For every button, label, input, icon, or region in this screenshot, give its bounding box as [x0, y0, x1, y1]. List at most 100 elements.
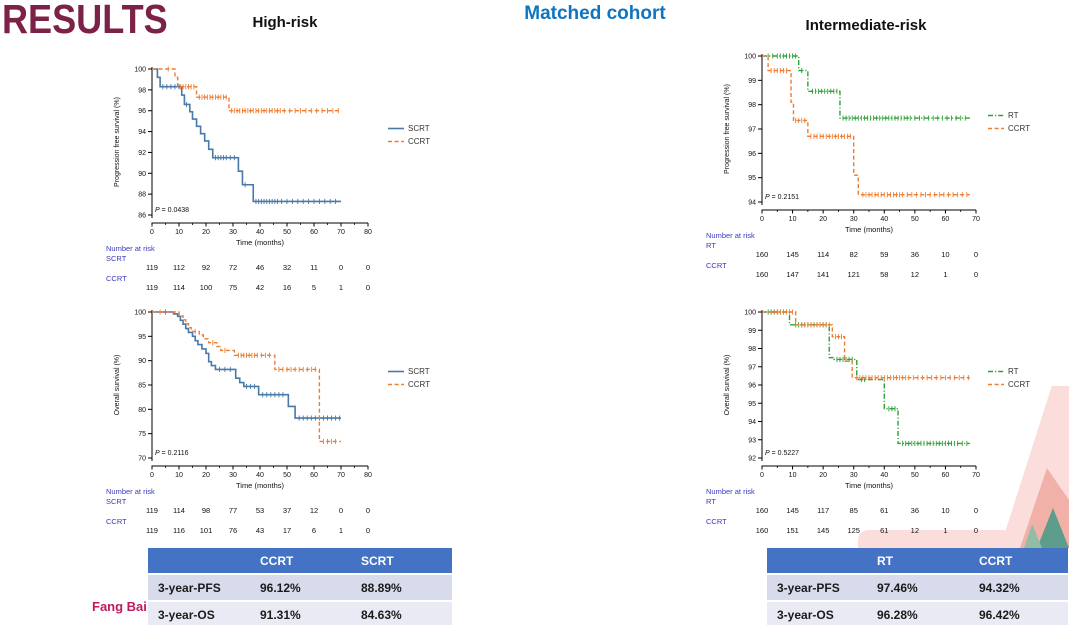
svg-text:20: 20 — [202, 229, 210, 236]
table-row: 3-year-OS 96.28% 96.42% — [767, 602, 1068, 625]
svg-text:75: 75 — [138, 431, 146, 438]
svg-text:P = 0.2151: P = 0.2151 — [765, 194, 799, 201]
table-header-cell — [148, 548, 250, 573]
value-cell: 91.31% — [250, 602, 351, 625]
svg-text:0: 0 — [339, 263, 343, 272]
svg-text:145: 145 — [786, 506, 799, 515]
svg-text:40: 40 — [880, 472, 888, 479]
svg-text:20: 20 — [819, 216, 827, 223]
svg-text:116: 116 — [173, 526, 185, 535]
svg-text:61: 61 — [880, 506, 888, 515]
svg-text:0: 0 — [366, 283, 370, 292]
svg-text:60: 60 — [310, 229, 318, 236]
summary-table-intermediate-risk: RT CCRT 3-year-PFS 97.46% 94.32% 3-year-… — [767, 546, 1068, 625]
svg-text:125: 125 — [847, 526, 860, 535]
svg-text:0: 0 — [339, 506, 343, 515]
svg-text:CCRT: CCRT — [408, 137, 430, 146]
svg-text:5: 5 — [312, 283, 316, 292]
svg-text:151: 151 — [786, 526, 799, 535]
svg-text:Number at risk: Number at risk — [106, 487, 155, 496]
svg-text:112: 112 — [173, 263, 185, 272]
svg-text:43: 43 — [256, 526, 264, 535]
svg-text:Progression free survival (%): Progression free survival (%) — [114, 97, 121, 187]
svg-text:10: 10 — [789, 472, 797, 479]
svg-text:80: 80 — [364, 229, 372, 236]
svg-text:99: 99 — [748, 328, 756, 335]
svg-text:Number at risk: Number at risk — [706, 487, 755, 496]
value-cell: 94.32% — [969, 575, 1068, 600]
svg-text:12: 12 — [310, 506, 318, 515]
svg-text:40: 40 — [880, 216, 888, 223]
svg-text:CCRT: CCRT — [1008, 380, 1030, 389]
svg-text:Time (months): Time (months) — [845, 481, 894, 490]
svg-text:SCRT: SCRT — [106, 497, 127, 506]
svg-text:37: 37 — [283, 506, 291, 515]
svg-text:70: 70 — [337, 229, 345, 236]
svg-text:59: 59 — [880, 250, 888, 259]
svg-text:98: 98 — [748, 102, 756, 109]
svg-text:93: 93 — [748, 437, 756, 444]
value-cell: 96.12% — [250, 575, 351, 600]
svg-text:61: 61 — [880, 526, 888, 535]
svg-text:94: 94 — [138, 129, 146, 136]
svg-text:CCRT: CCRT — [706, 261, 727, 270]
svg-text:121: 121 — [847, 270, 860, 279]
svg-text:CCRT: CCRT — [106, 517, 127, 526]
svg-text:30: 30 — [850, 216, 858, 223]
svg-text:97: 97 — [748, 127, 756, 134]
decor-pink-band — [858, 530, 1069, 548]
svg-text:0: 0 — [366, 263, 370, 272]
svg-text:70: 70 — [337, 472, 345, 479]
svg-text:119: 119 — [146, 506, 158, 515]
svg-text:Progression free survival (%): Progression free survival (%) — [724, 84, 731, 174]
svg-text:50: 50 — [283, 229, 291, 236]
svg-text:CCRT: CCRT — [408, 380, 430, 389]
svg-text:95: 95 — [748, 175, 756, 182]
svg-text:82: 82 — [850, 250, 858, 259]
svg-text:10: 10 — [175, 229, 183, 236]
svg-text:72: 72 — [229, 263, 237, 272]
svg-text:Overall survival (%): Overall survival (%) — [724, 355, 731, 416]
svg-text:0: 0 — [366, 526, 370, 535]
svg-text:147: 147 — [786, 270, 799, 279]
svg-text:0: 0 — [974, 270, 978, 279]
svg-text:95: 95 — [138, 334, 146, 341]
svg-text:88: 88 — [138, 192, 146, 199]
svg-text:50: 50 — [283, 472, 291, 479]
svg-text:90: 90 — [138, 358, 146, 365]
svg-text:P = 0.5227: P = 0.5227 — [765, 450, 799, 457]
svg-text:97: 97 — [748, 364, 756, 371]
svg-text:CCRT: CCRT — [706, 517, 727, 526]
svg-text:36: 36 — [911, 250, 919, 259]
svg-text:75: 75 — [229, 283, 237, 292]
svg-text:40: 40 — [256, 472, 264, 479]
svg-text:RT: RT — [1008, 367, 1019, 376]
svg-text:0: 0 — [974, 526, 978, 535]
svg-text:101: 101 — [200, 526, 213, 535]
value-cell: 84.63% — [351, 602, 452, 625]
svg-text:SCRT: SCRT — [408, 367, 430, 376]
value-cell: 88.89% — [351, 575, 452, 600]
svg-text:80: 80 — [364, 472, 372, 479]
svg-text:77: 77 — [229, 506, 237, 515]
svg-text:58: 58 — [880, 270, 888, 279]
svg-text:117: 117 — [817, 506, 829, 515]
svg-text:100: 100 — [134, 310, 146, 317]
svg-text:96: 96 — [138, 108, 146, 115]
svg-text:20: 20 — [819, 472, 827, 479]
svg-text:60: 60 — [942, 472, 950, 479]
svg-text:10: 10 — [941, 250, 949, 259]
svg-text:SCRT: SCRT — [408, 124, 430, 133]
matched-cohort-heading: Matched cohort — [524, 3, 666, 24]
svg-text:95: 95 — [748, 401, 756, 408]
svg-text:86: 86 — [138, 213, 146, 220]
svg-text:94: 94 — [748, 200, 756, 207]
svg-text:94: 94 — [748, 419, 756, 426]
svg-text:32: 32 — [283, 263, 291, 272]
table-header-cell: SCRT — [351, 548, 452, 573]
svg-text:98: 98 — [202, 506, 210, 515]
